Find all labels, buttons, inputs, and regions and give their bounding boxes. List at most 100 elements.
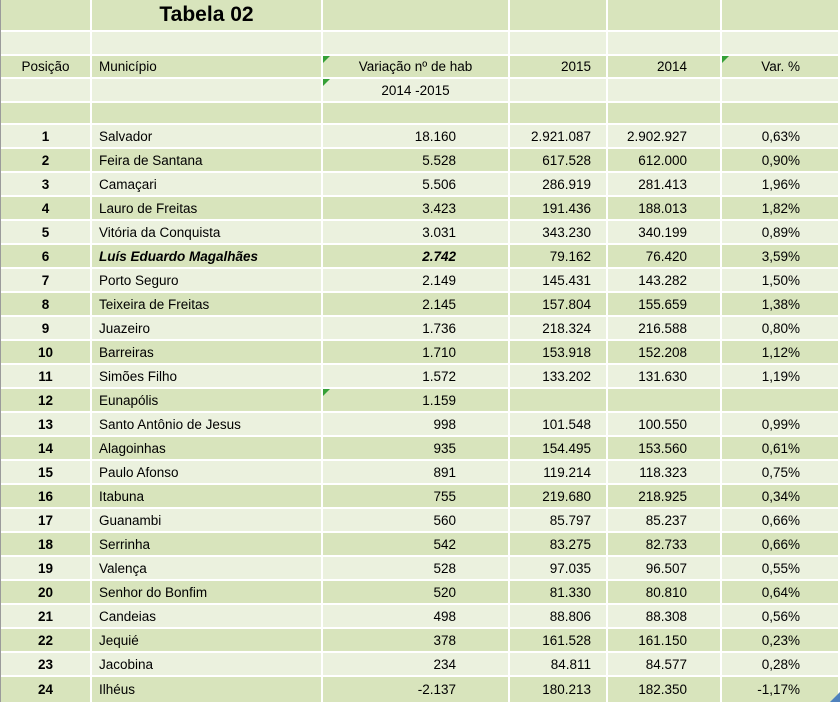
cell-position[interactable]: 13: [1, 413, 92, 435]
cell-variacao[interactable]: 560: [323, 509, 510, 531]
cell-2014[interactable]: 612.000: [608, 149, 722, 171]
cell-position[interactable]: 17: [1, 509, 92, 531]
cell-position[interactable]: 8: [1, 293, 92, 315]
cell-2015[interactable]: 191.436: [510, 197, 608, 219]
cell-var-pct[interactable]: 0,34%: [722, 485, 840, 507]
cell-variacao[interactable]: 5.528: [323, 149, 510, 171]
cell-blank[interactable]: [722, 32, 840, 54]
cell-2015[interactable]: [510, 389, 608, 411]
cell-position[interactable]: 1: [1, 125, 92, 147]
cell-variacao[interactable]: 378: [323, 629, 510, 651]
cell-blank[interactable]: [323, 32, 510, 54]
cell-blank[interactable]: [510, 32, 608, 54]
cell-blank[interactable]: [722, 103, 840, 123]
cell-municipio[interactable]: Feira de Santana: [92, 149, 323, 171]
cell-var-pct[interactable]: 1,50%: [722, 269, 840, 291]
cell-2015[interactable]: 79.162: [510, 245, 608, 267]
cell-position[interactable]: 22: [1, 629, 92, 651]
cell-municipio[interactable]: Teixeira de Freitas: [92, 293, 323, 315]
header-2015[interactable]: 2015: [510, 56, 608, 77]
cell-var-pct[interactable]: [722, 389, 840, 411]
cell-2015[interactable]: 81.330: [510, 581, 608, 603]
cell-municipio[interactable]: Eunapólis: [92, 389, 323, 411]
cell-variacao[interactable]: 18.160: [323, 125, 510, 147]
cell-blank[interactable]: [1, 0, 92, 30]
cell-2015[interactable]: 617.528: [510, 149, 608, 171]
cell-2015[interactable]: 97.035: [510, 557, 608, 579]
cell-blank[interactable]: [323, 103, 510, 123]
cell-var-pct[interactable]: 0,75%: [722, 461, 840, 483]
cell-2014[interactable]: 155.659: [608, 293, 722, 315]
cell-2015[interactable]: 145.431: [510, 269, 608, 291]
cell-var-pct[interactable]: 3,59%: [722, 245, 840, 267]
cell-var-pct[interactable]: 0,90%: [722, 149, 840, 171]
cell-var-pct[interactable]: 1,96%: [722, 173, 840, 195]
cell-2014[interactable]: 88.308: [608, 605, 722, 627]
cell-2015[interactable]: 101.548: [510, 413, 608, 435]
cell-blank[interactable]: [92, 32, 323, 54]
cell-variacao[interactable]: -2.137: [323, 677, 510, 702]
cell-2015[interactable]: 133.202: [510, 365, 608, 387]
cell-municipio[interactable]: Alagoinhas: [92, 437, 323, 459]
cell-variacao[interactable]: 2.145: [323, 293, 510, 315]
cell-var-pct[interactable]: 0,66%: [722, 509, 840, 531]
cell-position[interactable]: 24: [1, 677, 92, 702]
cell-2014[interactable]: 80.810: [608, 581, 722, 603]
cell-municipio[interactable]: Senhor do Bonfim: [92, 581, 323, 603]
cell-blank[interactable]: [608, 103, 722, 123]
cell-blank[interactable]: [510, 103, 608, 123]
cell-2014[interactable]: 2.902.927: [608, 125, 722, 147]
cell-var-pct[interactable]: 1,38%: [722, 293, 840, 315]
cell-position[interactable]: 9: [1, 317, 92, 339]
cell-position[interactable]: 2: [1, 149, 92, 171]
cell-2015[interactable]: 343.230: [510, 221, 608, 243]
cell-municipio[interactable]: Guanambi: [92, 509, 323, 531]
header-var-pct[interactable]: Var. %: [722, 56, 840, 77]
cell-2014[interactable]: 218.925: [608, 485, 722, 507]
cell-municipio[interactable]: Juazeiro: [92, 317, 323, 339]
cell-position[interactable]: 10: [1, 341, 92, 363]
cell-2015[interactable]: 84.811: [510, 653, 608, 675]
cell-2015[interactable]: 286.919: [510, 173, 608, 195]
cell-2014[interactable]: 85.237: [608, 509, 722, 531]
cell-municipio[interactable]: Jacobina: [92, 653, 323, 675]
cell-blank[interactable]: [1, 79, 92, 101]
cell-position[interactable]: 23: [1, 653, 92, 675]
header-municipio[interactable]: Município: [92, 56, 323, 77]
cell-var-pct[interactable]: 1,19%: [722, 365, 840, 387]
cell-var-pct[interactable]: 0,80%: [722, 317, 840, 339]
cell-position[interactable]: 3: [1, 173, 92, 195]
cell-position[interactable]: 5: [1, 221, 92, 243]
cell-var-pct[interactable]: 0,23%: [722, 629, 840, 651]
cell-2014[interactable]: 131.630: [608, 365, 722, 387]
cell-position[interactable]: 11: [1, 365, 92, 387]
cell-variacao[interactable]: 935: [323, 437, 510, 459]
cell-2015[interactable]: 157.804: [510, 293, 608, 315]
cell-variacao[interactable]: 1.710: [323, 341, 510, 363]
cell-variacao[interactable]: 891: [323, 461, 510, 483]
cell-var-pct[interactable]: 1,82%: [722, 197, 840, 219]
cell-2014[interactable]: 153.560: [608, 437, 722, 459]
cell-2015[interactable]: 219.680: [510, 485, 608, 507]
cell-variacao[interactable]: 542: [323, 533, 510, 555]
cell-variacao[interactable]: 2.742: [323, 245, 510, 267]
cell-blank[interactable]: [92, 79, 323, 101]
cell-2014[interactable]: 143.282: [608, 269, 722, 291]
cell-var-pct[interactable]: 0,66%: [722, 533, 840, 555]
cell-municipio[interactable]: Lauro de Freitas: [92, 197, 323, 219]
cell-2014[interactable]: 76.420: [608, 245, 722, 267]
cell-2014[interactable]: 152.208: [608, 341, 722, 363]
cell-position[interactable]: 12: [1, 389, 92, 411]
header-variacao[interactable]: Variação nº de hab: [323, 56, 510, 77]
cell-municipio[interactable]: Porto Seguro: [92, 269, 323, 291]
cell-var-pct[interactable]: 0,63%: [722, 125, 840, 147]
cell-municipio[interactable]: Valença: [92, 557, 323, 579]
cell-municipio[interactable]: Simões Filho: [92, 365, 323, 387]
cell-variacao[interactable]: 498: [323, 605, 510, 627]
cell-2015[interactable]: 119.214: [510, 461, 608, 483]
cell-variacao[interactable]: 1.736: [323, 317, 510, 339]
cell-variacao[interactable]: 755: [323, 485, 510, 507]
cell-position[interactable]: 21: [1, 605, 92, 627]
cell-variacao[interactable]: 528: [323, 557, 510, 579]
cell-municipio[interactable]: Candeias: [92, 605, 323, 627]
